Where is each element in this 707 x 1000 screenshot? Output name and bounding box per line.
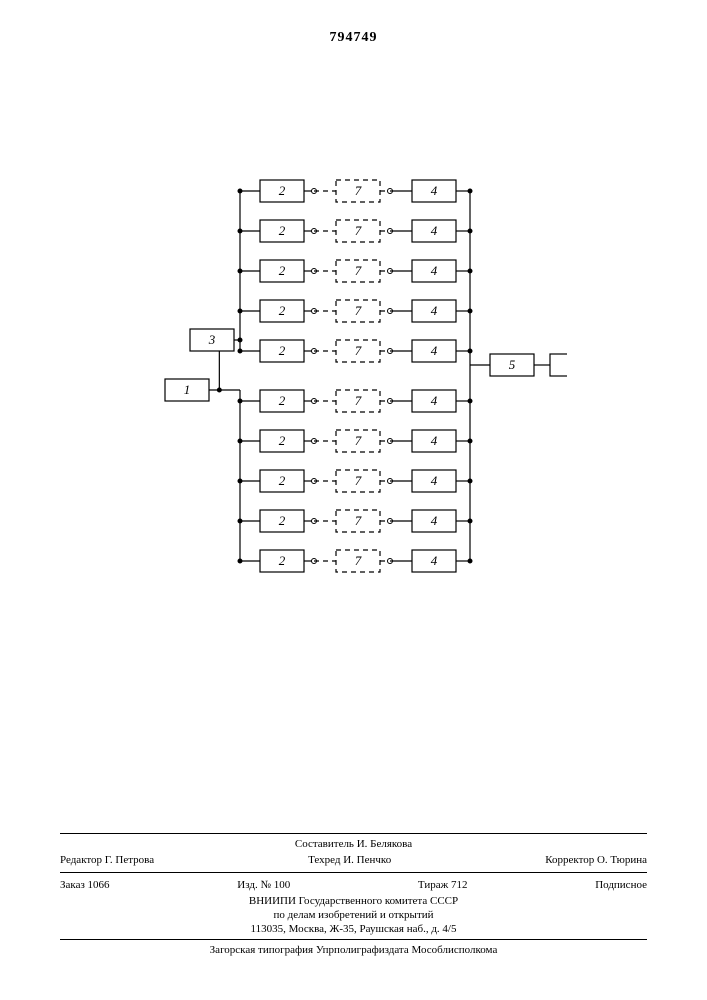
block-7-row6-label: 7	[355, 433, 362, 448]
page: 794749 2 7 4 2 7 4 2 7 4 2 7 4 2 7 4 2 7 4 2 7 4 2 7 4 2 7 4 2 7 4 3 1 5…	[0, 0, 707, 1000]
block-5-label: 5	[509, 357, 516, 372]
block-2-row3-label: 2	[279, 303, 286, 318]
block-4-row6-label: 4	[431, 433, 438, 448]
org-line-3: 113035, Москва, Ж-35, Раушская наб., д. …	[60, 922, 647, 936]
block-7-row2-label: 7	[355, 263, 362, 278]
block-1-label: 1	[184, 382, 191, 397]
block-7-row5-label: 7	[355, 393, 362, 408]
block-7-row9-label: 7	[355, 553, 362, 568]
block-7-row1-label: 7	[355, 223, 362, 238]
block-2-row7-label: 2	[279, 473, 286, 488]
circuit-diagram: 2742742742742742742742742742743156	[140, 170, 567, 610]
block-4-row8-label: 4	[431, 513, 438, 528]
compiler-line: Составитель И. Белякова	[60, 837, 647, 851]
org-line-2: по делам изобретений и открытий	[60, 908, 647, 922]
block-4-row1-label: 4	[431, 223, 438, 238]
subscription-label: Подписное	[595, 879, 647, 891]
block-7-row7-label: 7	[355, 473, 362, 488]
imprint-footer: Составитель И. Белякова Редактор Г. Петр…	[60, 830, 647, 957]
block-4-row3-label: 4	[431, 303, 438, 318]
block-4-row5-label: 4	[431, 393, 438, 408]
block-2-row8-label: 2	[279, 513, 286, 528]
editor-label: Редактор Г. Петрова	[60, 854, 154, 866]
block-4-row4-label: 4	[431, 343, 438, 358]
block-7-row8-label: 7	[355, 513, 362, 528]
block-3-label: 3	[208, 332, 216, 347]
order-label: Заказ 1066	[60, 879, 110, 891]
block-2-row0-label: 2	[279, 183, 286, 198]
block-2-row4-label: 2	[279, 343, 286, 358]
block-2-row2-label: 2	[279, 263, 286, 278]
techred-label: Техред И. Пенчко	[308, 854, 391, 866]
block-4-row2-label: 4	[431, 263, 438, 278]
printer-line: Загорская типография Упрполиграфиздата М…	[60, 943, 647, 957]
block-2-row9-label: 2	[279, 553, 286, 568]
document-number: 794749	[0, 30, 707, 46]
block-7-row4-label: 7	[355, 343, 362, 358]
block-2-row6-label: 2	[279, 433, 286, 448]
block-4-row0-label: 4	[431, 183, 438, 198]
block-6	[550, 354, 567, 376]
corrector-label: Корректор О. Тюрина	[545, 854, 647, 866]
tirazh-label: Тираж 712	[418, 879, 468, 891]
edition-label: Изд. № 100	[237, 879, 290, 891]
block-4-row7-label: 4	[431, 473, 438, 488]
block-7-row3-label: 7	[355, 303, 362, 318]
org-line-1: ВНИИПИ Государственного комитета СССР	[60, 894, 647, 908]
block-7-row0-label: 7	[355, 183, 362, 198]
block-2-row1-label: 2	[279, 223, 286, 238]
block-2-row5-label: 2	[279, 393, 286, 408]
block-4-row9-label: 4	[431, 553, 438, 568]
